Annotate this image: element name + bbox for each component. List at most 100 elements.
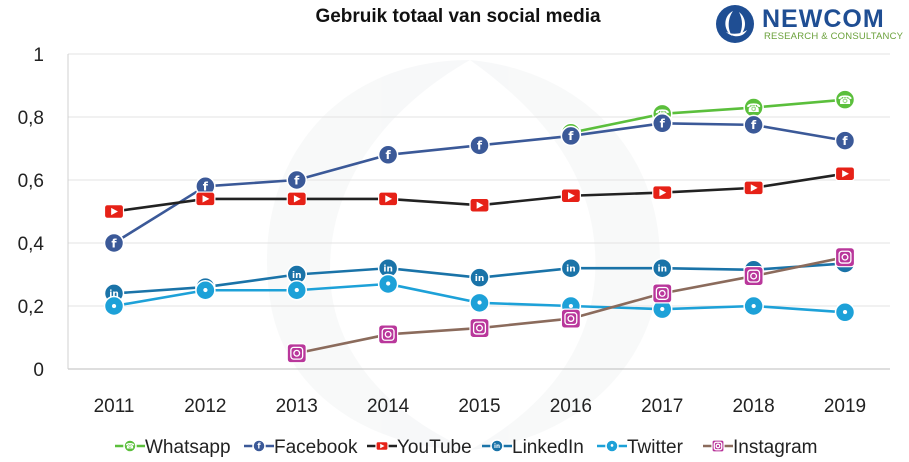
data-point-facebook: f — [286, 169, 307, 191]
logo-name: NEWCOM — [762, 5, 885, 33]
svg-text:in: in — [475, 274, 485, 284]
data-point-instagram — [378, 324, 399, 345]
x-tick-label: 2017 — [641, 396, 683, 417]
youtube-icon — [375, 441, 389, 451]
linkedin-icon: in — [490, 439, 504, 453]
data-point-youtube — [469, 197, 490, 213]
x-tick-label: 2015 — [458, 396, 500, 417]
data-point-youtube — [834, 166, 856, 182]
data-point-facebook: f — [195, 176, 216, 197]
y-tick-label: 0,2 — [18, 297, 44, 318]
x-tick-label: 2013 — [276, 396, 318, 417]
svg-text:f: f — [257, 442, 261, 451]
svg-text:f: f — [294, 173, 300, 187]
svg-text:•: • — [610, 442, 615, 451]
legend-item-whatsapp: ☎ Whatsapp — [115, 437, 231, 458]
data-point-twitter: • — [286, 280, 307, 301]
svg-text:f: f — [842, 134, 848, 148]
legend-label: LinkedIn — [512, 437, 584, 458]
y-tick-label: 0,8 — [18, 108, 44, 129]
data-point-youtube — [195, 191, 216, 207]
legend-label: YouTube — [397, 437, 472, 458]
legend-label: Instagram — [733, 437, 817, 458]
svg-text:☎: ☎ — [838, 93, 853, 107]
y-axis: 0 0,2 0,4 0,6 0,8 1 — [18, 45, 45, 381]
data-point-youtube — [286, 191, 307, 207]
x-tick-label: 2012 — [184, 396, 226, 417]
svg-text:•: • — [567, 299, 575, 313]
data-point-youtube — [378, 191, 399, 207]
data-point-twitter: • — [195, 280, 216, 301]
legend-item-twitter: • Twitter — [597, 437, 684, 458]
twitter-icon: • — [605, 439, 619, 453]
y-tick-label: 0,6 — [18, 171, 44, 192]
svg-text:☎: ☎ — [125, 442, 134, 451]
svg-text:f: f — [386, 148, 392, 162]
data-point-instagram — [743, 265, 764, 287]
x-axis: 2011 2012 2013 2014 2015 2016 2017 2018 2019 — [94, 396, 867, 417]
data-point-instagram — [652, 283, 673, 304]
legend-item-facebook: f Facebook — [244, 437, 358, 458]
data-point-facebook: f — [834, 130, 856, 151]
svg-text:•: • — [202, 284, 210, 298]
whatsapp-icon: ☎ — [123, 439, 137, 453]
svg-text:in: in — [383, 264, 393, 274]
chart-title: Gebruik totaal van social media — [315, 6, 601, 27]
data-point-facebook: f — [560, 125, 582, 147]
data-point-facebook: f — [103, 232, 125, 254]
x-tick-label: 2016 — [550, 396, 592, 417]
data-point-linkedin: in — [469, 267, 490, 288]
data-point-facebook: f — [743, 114, 764, 136]
legend-label: Twitter — [627, 437, 684, 458]
svg-text:f: f — [751, 118, 757, 132]
newcom-logo-icon — [716, 5, 754, 43]
svg-text:•: • — [841, 306, 849, 320]
svg-text:in: in — [292, 271, 302, 281]
watermark-swirl-icon — [266, 60, 660, 450]
data-point-youtube — [560, 188, 581, 204]
svg-text:in: in — [494, 444, 500, 450]
legend-item-youtube: YouTube — [367, 437, 472, 458]
logo-tagline: RESEARCH & CONSULTANCY — [764, 31, 904, 42]
data-point-twitter: • — [377, 273, 399, 295]
data-point-instagram — [469, 317, 490, 339]
y-tick-label: 0,4 — [18, 234, 45, 255]
svg-text:•: • — [750, 299, 758, 313]
svg-text:•: • — [476, 296, 484, 310]
svg-text:in: in — [109, 290, 119, 300]
svg-text:f: f — [660, 117, 666, 131]
data-point-youtube — [743, 180, 764, 196]
svg-text:•: • — [110, 299, 118, 313]
svg-text:in: in — [657, 264, 667, 274]
data-point-whatsapp: ☎ — [834, 89, 856, 110]
data-point-twitter: • — [834, 302, 856, 323]
legend-label: Facebook — [274, 437, 358, 458]
facebook-icon: f — [252, 439, 266, 453]
data-point-whatsapp: ☎ — [743, 97, 764, 118]
data-point-linkedin: in — [560, 257, 582, 279]
data-point-youtube — [652, 185, 673, 201]
data-point-linkedin: in — [652, 257, 673, 279]
y-tick-label: 0 — [33, 360, 44, 381]
x-tick-label: 2019 — [824, 396, 866, 417]
svg-text:f: f — [111, 236, 117, 250]
y-tick-label: 1 — [33, 45, 44, 66]
x-tick-label: 2011 — [94, 396, 135, 417]
svg-text:f: f — [477, 139, 483, 153]
data-point-twitter: • — [103, 295, 125, 317]
data-point-twitter: • — [743, 295, 764, 317]
data-point-twitter: • — [469, 292, 490, 314]
legend: ☎ Whatsapp f Facebook YouTube in LinkedIn • Twit… — [115, 437, 817, 458]
x-tick-label: 2014 — [367, 396, 410, 417]
legend-label: Whatsapp — [145, 437, 231, 458]
data-point-instagram — [560, 308, 581, 329]
series-markers: ☎☎☎☎fffffffffininininininininin••••••••• — [103, 89, 856, 364]
data-point-youtube — [103, 204, 125, 219]
data-point-instagram — [834, 247, 856, 268]
legend-item-instagram: Instagram — [703, 437, 817, 458]
data-point-facebook: f — [377, 144, 399, 166]
instagram-icon — [711, 439, 725, 453]
svg-text:☎: ☎ — [746, 101, 761, 115]
svg-text:•: • — [658, 302, 666, 316]
svg-text:•: • — [293, 284, 301, 298]
